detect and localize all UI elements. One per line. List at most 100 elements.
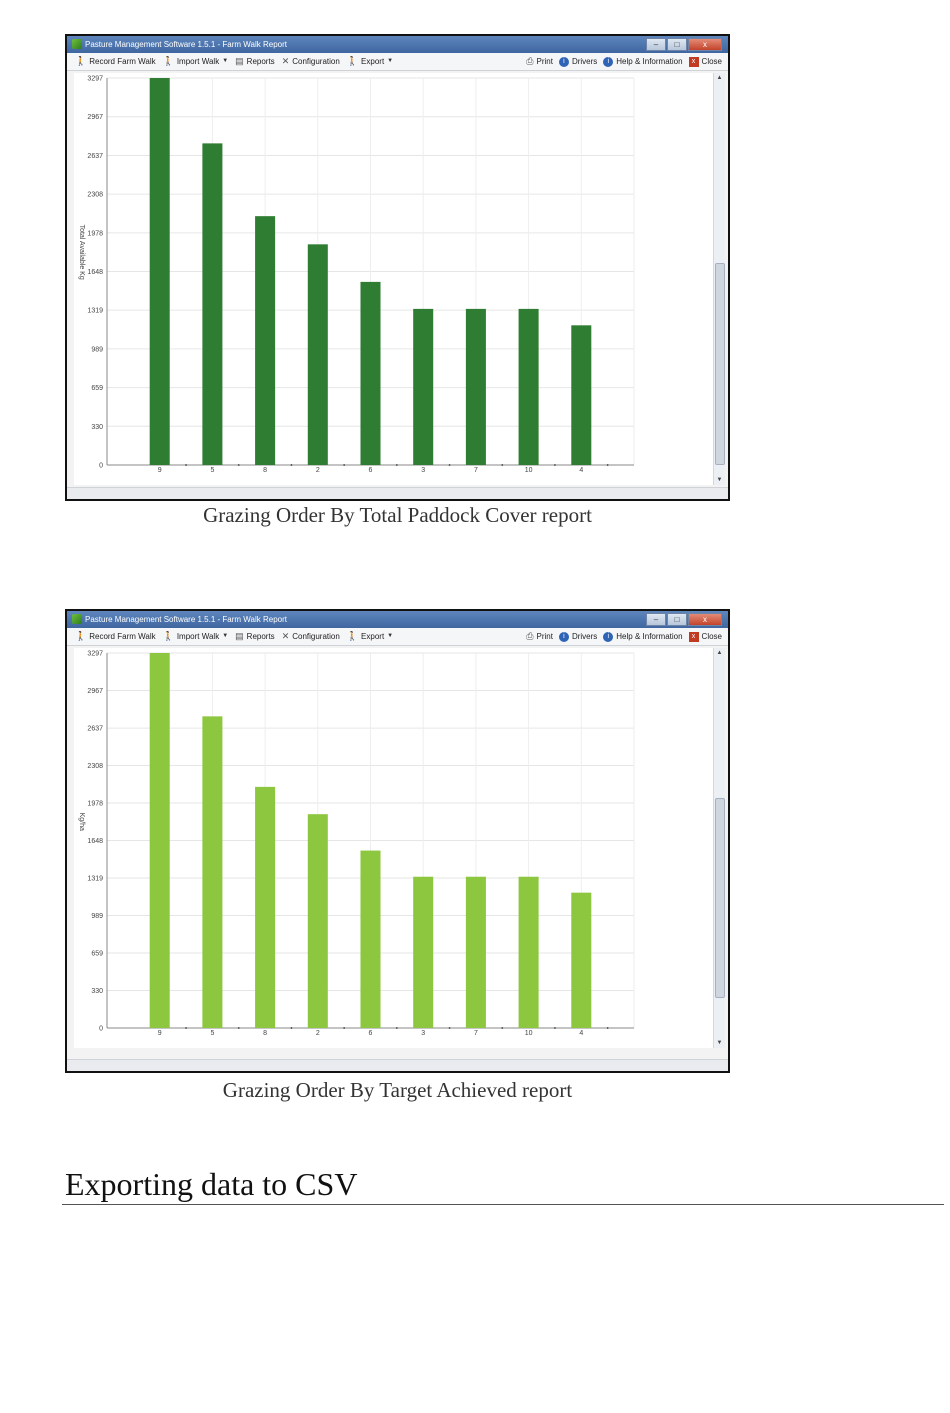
y-axis-title: Kg/ha (78, 813, 85, 831)
x-tick-mark (501, 464, 504, 466)
app-icon (72, 614, 82, 624)
x-tick-label: 7 (474, 1030, 478, 1037)
x-tick-mark (237, 1027, 240, 1029)
bar-paddock-7[interactable] (465, 308, 486, 465)
walker-icon: 🚶 (346, 631, 359, 641)
caret-down-icon: ▼ (222, 58, 229, 64)
caret-down-icon: ▼ (222, 633, 229, 639)
caption-target-achieved: Grazing Order By Target Achieved report (222, 1078, 573, 1102)
x-tick-mark (554, 1027, 556, 1029)
toolbar: 🚶 Record Farm Walk 🚶 Import Walk ▼ ▤ Reports… (67, 628, 728, 646)
caret-down-icon: ▼ (387, 633, 394, 639)
minimize-button[interactable]: – (646, 613, 666, 626)
window-title: Pasture Management Software 1.5.1 - Farm… (85, 40, 288, 49)
export-button[interactable]: 🚶 Export ▼ (347, 628, 393, 645)
import-walk-button[interactable]: 🚶 Import Walk ▼ (163, 53, 229, 70)
x-tick-mark (290, 464, 293, 466)
help-information-button[interactable]: i Help & Information (603, 53, 683, 70)
y-tick-label: 2967 (87, 114, 103, 121)
scroll-down-arrow-icon[interactable]: ▼ (716, 1040, 723, 1046)
bar-paddock-9[interactable] (149, 653, 170, 1028)
screenshot-total-paddock-cover: Pasture Management Software 1.5.1 - Farm… (65, 34, 730, 501)
y-tick-label: 2308 (87, 192, 103, 199)
bar-paddock-8[interactable] (255, 786, 276, 1028)
drivers-button[interactable]: i Drivers (558, 53, 597, 70)
x-tick-label: 6 (369, 1030, 373, 1037)
scroll-up-arrow-icon[interactable]: ▲ (716, 75, 723, 81)
y-tick-label: 2637 (87, 726, 103, 733)
bar-paddock-5[interactable] (202, 716, 223, 1028)
reports-button[interactable]: ▤ Reports (235, 628, 275, 645)
bar-paddock-3[interactable] (413, 308, 434, 465)
x-tick-label: 9 (158, 1030, 162, 1037)
scroll-up-arrow-icon[interactable]: ▲ (716, 650, 723, 656)
close-button[interactable]: x Close (688, 628, 722, 645)
print-button[interactable]: ⎙ Print (526, 628, 553, 645)
walker-icon: 🚶 (162, 56, 174, 66)
toolbar: 🚶 Record Farm Walk 🚶 Import Walk ▼ ▤ Reports… (67, 53, 728, 71)
bar-paddock-5[interactable] (202, 143, 223, 465)
x-tick-label: 3 (421, 1030, 425, 1037)
bar-paddock-3[interactable] (413, 876, 434, 1028)
x-tick-mark (606, 1027, 609, 1029)
x-tick-label: 2 (316, 467, 320, 474)
help-information-button[interactable]: i Help & Information (603, 628, 683, 645)
bar-paddock-6[interactable] (360, 281, 381, 465)
info-icon: i (603, 56, 614, 67)
app-icon (72, 39, 82, 49)
window-titlebar: Pasture Management Software 1.5.1 - Farm… (67, 611, 728, 628)
vertical-scrollbar[interactable]: ▲ ▼ (713, 73, 725, 485)
printer-icon: ⎙ (526, 56, 534, 66)
minimize-button[interactable]: – (646, 38, 666, 51)
x-tick-label: 5 (210, 1030, 214, 1037)
vertical-scrollbar[interactable]: ▲ ▼ (713, 648, 725, 1048)
record-farm-walk-button[interactable]: 🚶 Record Farm Walk (75, 628, 156, 645)
walker-icon: 🚶 (75, 631, 87, 641)
x-tick-label: 8 (263, 467, 267, 474)
close-button[interactable]: x Close (688, 53, 722, 70)
y-tick-label: 0 (99, 1026, 103, 1033)
bar-paddock-9[interactable] (149, 78, 170, 465)
y-tick-label: 330 (91, 424, 103, 431)
bar-paddock-6[interactable] (360, 850, 381, 1028)
window-titlebar: Pasture Management Software 1.5.1 - Farm… (67, 36, 728, 53)
maximize-button[interactable]: □ (667, 38, 687, 51)
bar-paddock-8[interactable] (255, 216, 276, 465)
x-tick-label: 5 (210, 467, 214, 474)
info-icon: i (603, 631, 614, 642)
x-tick-mark (185, 464, 187, 466)
x-tick-label: 2 (316, 1030, 320, 1037)
window-close-button[interactable]: x (688, 38, 722, 51)
status-bar (67, 487, 728, 499)
bar-paddock-4[interactable] (571, 892, 592, 1028)
y-tick-label: 989 (91, 913, 103, 920)
import-walk-button[interactable]: 🚶 Import Walk ▼ (163, 628, 229, 645)
bar-paddock-7[interactable] (465, 876, 486, 1028)
scroll-down-arrow-icon[interactable]: ▼ (716, 477, 723, 483)
x-tick-label: 9 (158, 467, 162, 474)
y-tick-label: 2637 (87, 153, 103, 160)
x-tick-label: 10 (525, 467, 533, 474)
y-tick-label: 659 (91, 951, 103, 958)
configuration-button[interactable]: ✕ Configuration (282, 628, 340, 645)
bar-paddock-2[interactable] (307, 244, 328, 465)
maximize-button[interactable]: □ (667, 613, 687, 626)
drivers-button[interactable]: i Drivers (558, 628, 597, 645)
record-farm-walk-button[interactable]: 🚶 Record Farm Walk (75, 53, 156, 70)
scroll-thumb[interactable] (715, 798, 725, 998)
bar-paddock-2[interactable] (307, 814, 328, 1028)
scroll-thumb[interactable] (715, 263, 725, 465)
configuration-button[interactable]: ✕ Configuration (282, 53, 340, 70)
window-close-button[interactable]: x (688, 613, 722, 626)
bar-paddock-4[interactable] (571, 325, 592, 465)
bar-paddock-10[interactable] (518, 876, 539, 1028)
print-button[interactable]: ⎙ Print (526, 53, 553, 70)
bar-paddock-10[interactable] (518, 308, 539, 465)
reports-button[interactable]: ▤ Reports (235, 53, 275, 70)
x-tick-mark (501, 1027, 504, 1029)
x-tick-mark (395, 464, 398, 466)
export-button[interactable]: 🚶 Export ▼ (347, 53, 393, 70)
window-controls: – □ x (646, 613, 722, 626)
